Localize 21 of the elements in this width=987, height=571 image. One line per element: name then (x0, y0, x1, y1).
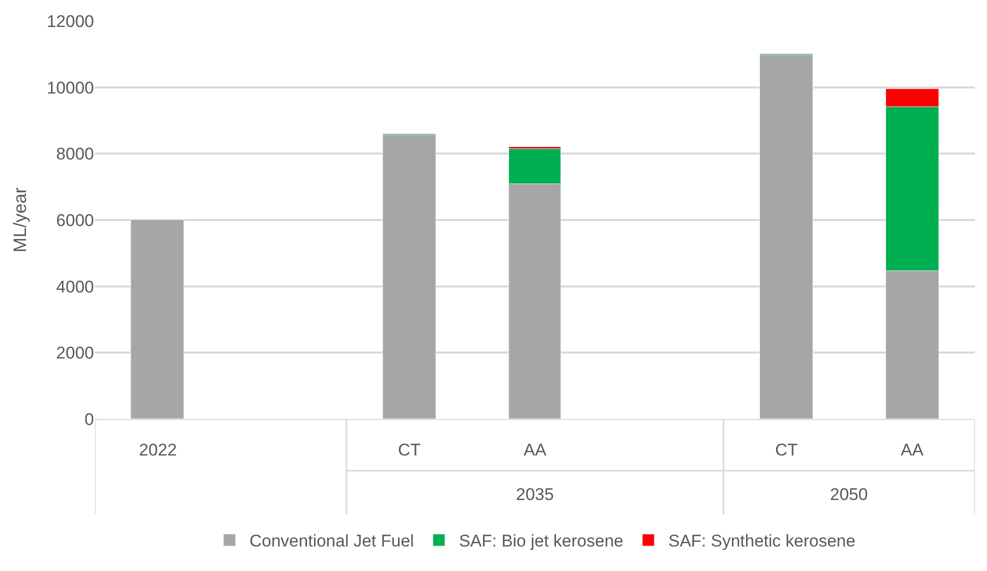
x-tick-label: AA (524, 440, 547, 460)
x-tick-label: 2022 (138, 440, 177, 460)
legend-label: SAF: Bio jet kerosene (458, 532, 624, 551)
bar (760, 54, 813, 419)
y-axis-title: ML/year (10, 187, 30, 253)
y-tick-label: 0 (84, 410, 94, 429)
text: 2035 (516, 485, 554, 504)
legend-label: Conventional Jet Fuel (250, 532, 414, 551)
y-tick-label: 12000 (46, 12, 94, 31)
bar (382, 134, 436, 419)
y-tick-label: 8000 (56, 144, 94, 164)
y-tick-label: 4000 (56, 277, 94, 296)
bar (130, 220, 184, 419)
x-tick-label: CT (775, 440, 798, 460)
text: 2050 (830, 485, 868, 504)
y-tick-label: 10000 (46, 78, 94, 98)
y-tick-label: 2000 (56, 344, 94, 363)
legend-label: SAF: Synthetic kerosene (668, 532, 856, 551)
y-tick-label: 6000 (56, 210, 94, 230)
x-tick-label: AA (900, 440, 924, 460)
x-tick-label: CT (398, 440, 421, 460)
